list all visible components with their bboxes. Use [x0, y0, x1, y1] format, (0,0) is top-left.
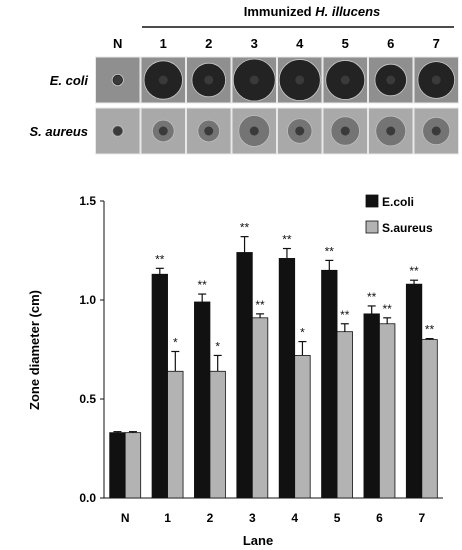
x-tick-label: 7 [418, 511, 425, 525]
significance-label: ** [425, 323, 435, 337]
disc-well [113, 126, 123, 136]
y-tick-label: 1.5 [79, 194, 96, 208]
disc-well [249, 75, 259, 85]
legend-label-ecoli: E.coli [382, 195, 414, 209]
x-tick-label: N [121, 511, 130, 525]
disc-well [431, 75, 441, 85]
gel-lane-label: 5 [342, 36, 349, 51]
gel-plates [95, 56, 459, 155]
x-tick-label: 4 [291, 511, 298, 525]
significance-label: * [173, 335, 178, 349]
gel-header: Immunized H. illucens [244, 4, 381, 19]
disc-well [249, 126, 259, 136]
legend-label-saureus: S.aureus [382, 221, 433, 235]
significance-label: ** [340, 308, 350, 322]
gel-lane-label: 2 [205, 36, 212, 51]
disc-well [431, 126, 441, 136]
significance-label: ** [409, 264, 419, 278]
bar-ecoli [363, 313, 380, 499]
y-axis-label: Zone diameter (cm) [27, 290, 42, 410]
legend-swatch-ecoli [365, 194, 379, 208]
x-axis-ticks: N 1 2 3 4 5 6 7 [121, 511, 426, 525]
x-tick-label: 3 [249, 511, 256, 525]
significance-label: ** [255, 298, 265, 312]
x-axis-label: Lane [243, 533, 273, 548]
disc-well [386, 75, 396, 85]
disc-well [158, 126, 168, 136]
bar-saureus [251, 317, 269, 499]
bar-saureus [167, 370, 184, 499]
x-tick-label: 6 [376, 511, 383, 525]
disc-well [386, 126, 396, 136]
gel-header-prefix: Immunized [244, 4, 316, 19]
bar-ecoli [151, 273, 168, 499]
bar-chart: Zone diameter (cm) Lane 0.0 0.5 1.0 1.5 N 1 2… [27, 194, 443, 548]
significance-label: * [300, 326, 305, 340]
gel-row-label: S. aureus [29, 124, 88, 139]
bar-saureus [294, 355, 311, 499]
bar-saureus [124, 432, 142, 499]
gel-lane-label: 6 [387, 36, 394, 51]
x-tick-label: 1 [164, 511, 171, 525]
bar-saureus [421, 339, 438, 499]
bar-ecoli [236, 252, 253, 499]
bar-ecoli [194, 301, 211, 499]
disc-well [340, 75, 350, 85]
gel-header-species: H. illucens [315, 4, 380, 19]
x-tick-label: 5 [334, 511, 341, 525]
gel-lane-label: 4 [296, 36, 304, 51]
legend-swatch-saureus [365, 220, 379, 234]
significance-label: ** [383, 302, 393, 316]
gel-row-labels: E. coli S. aureus [29, 73, 88, 139]
bar-saureus [209, 370, 226, 499]
disc-well [295, 75, 305, 85]
bar-ecoli [321, 269, 338, 499]
bar-ecoli [405, 283, 423, 499]
disc-well [204, 75, 214, 85]
bar-saureus [336, 331, 353, 499]
significance-label: * [215, 339, 220, 353]
disc-well [158, 75, 168, 85]
bar-ecoli [278, 258, 296, 499]
bar-saureus [379, 323, 396, 499]
significance-label: ** [367, 290, 377, 304]
disc-well [113, 75, 123, 85]
gel-lane-label: N [113, 36, 122, 51]
significance-label: ** [155, 252, 165, 266]
inhibition-zone-photo-panel: Immunized H. illucens N 1 2 3 4 5 6 7 E. coli S.… [29, 4, 459, 155]
bar-ecoli [109, 432, 126, 499]
disc-well [340, 126, 350, 136]
gel-row-label: E. coli [50, 73, 89, 88]
gel-lane-label: 7 [433, 36, 440, 51]
significance-label: ** [325, 244, 335, 258]
y-tick-label: 0.5 [79, 392, 96, 406]
disc-well [295, 126, 305, 136]
significance-label: ** [240, 221, 250, 235]
y-tick-label: 0.0 [79, 491, 96, 505]
significance-label: ** [198, 278, 208, 292]
gel-lane-label: 3 [251, 36, 258, 51]
gel-lane-labels: N 1 2 3 4 5 6 7 [113, 36, 440, 51]
x-tick-label: 2 [207, 511, 214, 525]
bars: ************************* [109, 221, 438, 499]
y-tick-label: 1.0 [79, 293, 96, 307]
gel-lane-label: 1 [160, 36, 167, 51]
significance-label: ** [282, 233, 292, 247]
y-axis-ticks: 0.0 0.5 1.0 1.5 [79, 194, 104, 505]
disc-well [204, 126, 214, 136]
legend: E.coli S.aureus [365, 194, 433, 235]
